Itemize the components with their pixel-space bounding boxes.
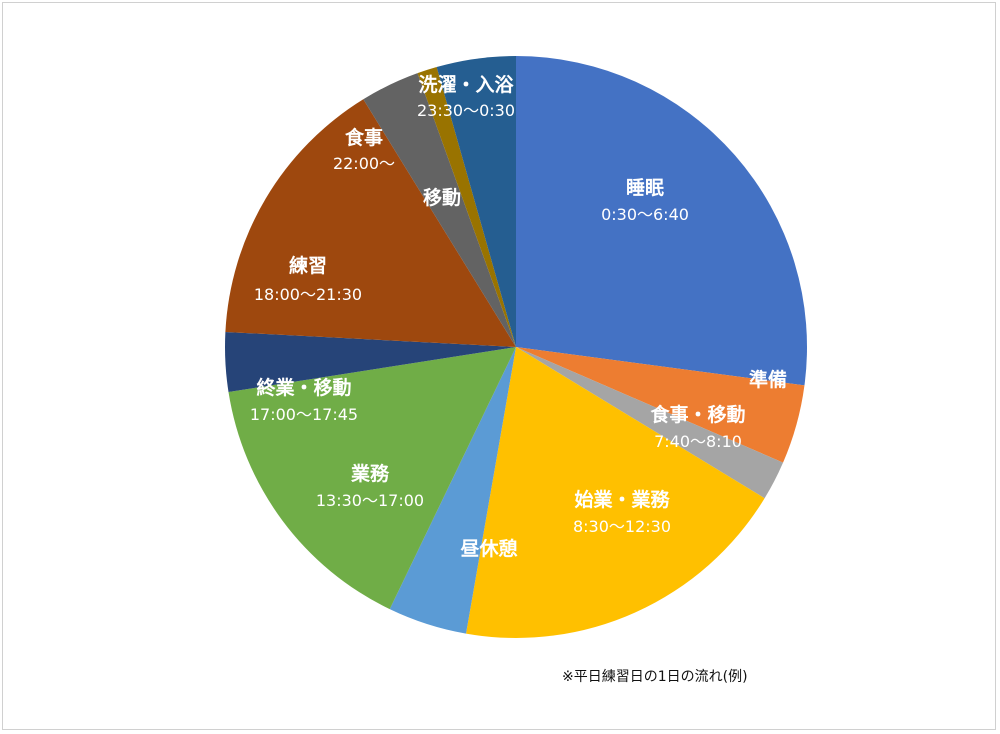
slice-time-label: 0:30～6:40 [601, 205, 689, 224]
slice-time-label: 7:40～8:10 [654, 432, 742, 451]
slice-time-label: 22:00～ [333, 154, 395, 173]
pie-slice [516, 347, 805, 463]
slice-label: 睡眠 [626, 177, 664, 199]
slice-label: 食事・移動 [650, 403, 745, 426]
slice-label: 洗濯・入浴 [418, 73, 514, 96]
slice-label: 準備 [749, 368, 787, 391]
pie-slice [417, 67, 516, 347]
pie-slice [225, 99, 516, 347]
pie-slice [389, 347, 516, 634]
slice-label: 移動 [423, 186, 461, 209]
slice-time-label: 8:30～12:30 [573, 517, 671, 536]
pie-slice [228, 347, 516, 610]
pie-slice [224, 331, 516, 393]
pie-slice [516, 55, 808, 386]
slice-label: 練習 [289, 254, 327, 277]
slice-label: 業務 [350, 462, 390, 485]
footnote: ※平日練習日の1日の流れ(例) [562, 669, 748, 685]
slice-time-label: 13:30～17:00 [316, 491, 424, 510]
pie-slice [516, 347, 784, 499]
slice-label: 昼休憩 [460, 537, 517, 560]
slice-label: 始業・業務 [574, 488, 670, 511]
slice-label: 食事 [345, 126, 383, 149]
slice-time-label: 18:00～21:30 [254, 285, 362, 304]
pie-slice [436, 56, 516, 347]
slice-time-label: 23:30～0:30 [417, 101, 515, 120]
pie-slice [363, 73, 516, 348]
slice-time-label: 17:00～17:45 [250, 405, 358, 424]
pie-slice [466, 347, 765, 639]
slice-label: 終業・移動 [256, 376, 351, 399]
